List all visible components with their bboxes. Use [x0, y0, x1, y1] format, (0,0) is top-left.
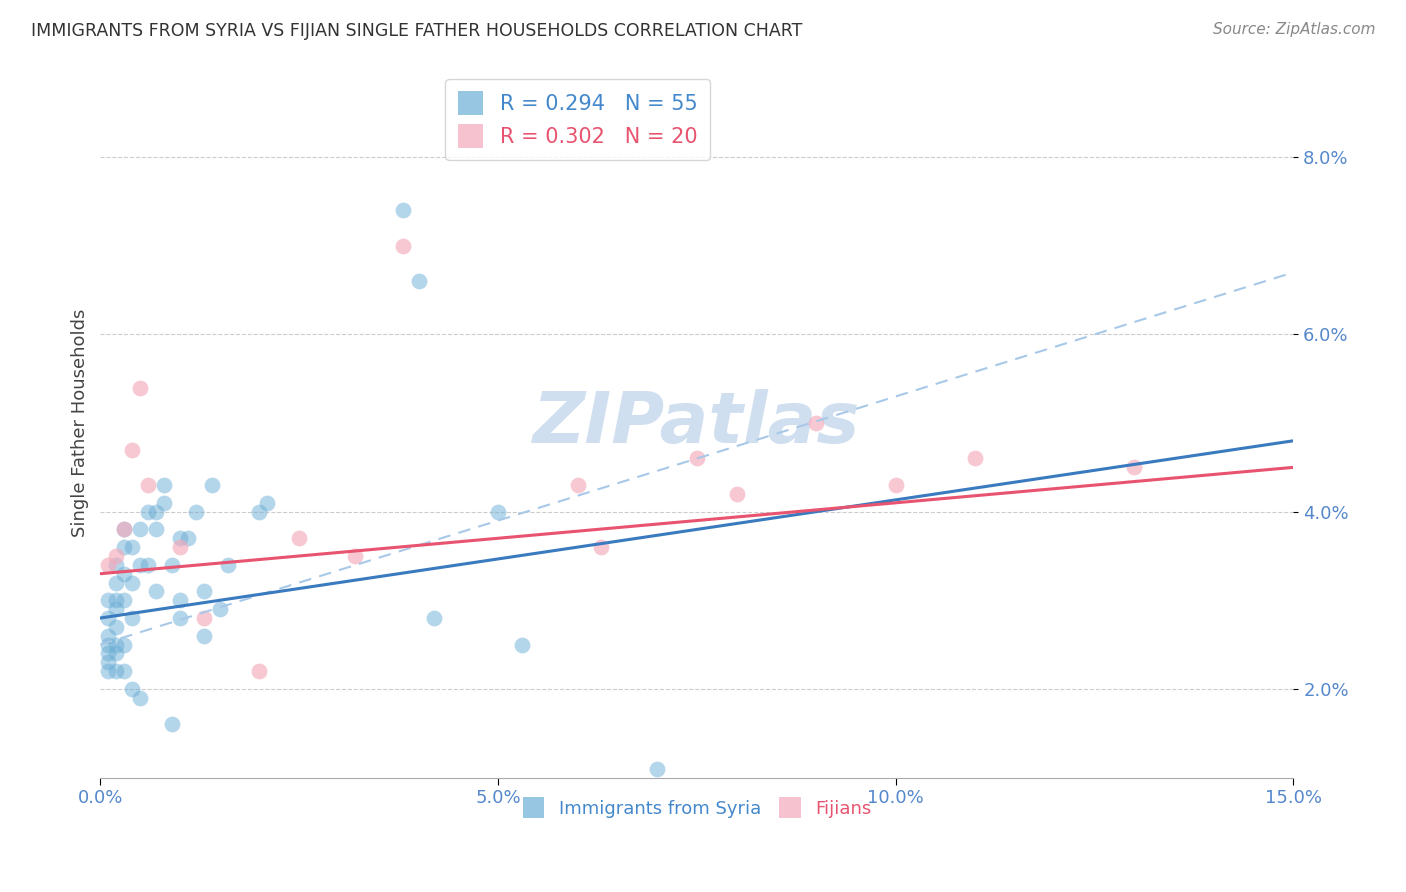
Point — [145, 522, 167, 536]
Point — [965, 451, 987, 466]
Point — [645, 762, 668, 776]
Point — [112, 593, 135, 607]
Y-axis label: Single Father Households: Single Father Households — [72, 309, 89, 537]
Point — [112, 664, 135, 678]
Point — [567, 478, 589, 492]
Point — [249, 505, 271, 519]
Point — [884, 478, 907, 492]
Point — [391, 239, 413, 253]
Point — [105, 638, 128, 652]
Point — [184, 505, 207, 519]
Point — [343, 549, 366, 563]
Point — [153, 478, 176, 492]
Point — [160, 558, 183, 572]
Point — [105, 558, 128, 572]
Point — [391, 203, 413, 218]
Point — [121, 540, 143, 554]
Point — [97, 611, 120, 625]
Point — [208, 602, 231, 616]
Point — [408, 274, 430, 288]
Point — [591, 540, 613, 554]
Text: Source: ZipAtlas.com: Source: ZipAtlas.com — [1212, 22, 1375, 37]
Point — [129, 558, 152, 572]
Point — [169, 593, 191, 607]
Point — [145, 584, 167, 599]
Point — [256, 496, 278, 510]
Point — [288, 531, 311, 545]
Point — [112, 638, 135, 652]
Point — [201, 478, 224, 492]
Point — [112, 566, 135, 581]
Point — [97, 664, 120, 678]
Point — [193, 611, 215, 625]
Point — [105, 602, 128, 616]
Point — [725, 487, 748, 501]
Point — [97, 638, 120, 652]
Text: IMMIGRANTS FROM SYRIA VS FIJIAN SINGLE FATHER HOUSEHOLDS CORRELATION CHART: IMMIGRANTS FROM SYRIA VS FIJIAN SINGLE F… — [31, 22, 803, 40]
Point — [169, 611, 191, 625]
Point — [177, 531, 200, 545]
Point — [121, 442, 143, 457]
Text: ZIPatlas: ZIPatlas — [533, 389, 860, 458]
Point — [160, 717, 183, 731]
Point — [193, 629, 215, 643]
Point — [136, 478, 159, 492]
Point — [105, 575, 128, 590]
Point — [423, 611, 446, 625]
Point — [105, 647, 128, 661]
Point — [112, 540, 135, 554]
Point — [105, 620, 128, 634]
Point — [217, 558, 239, 572]
Point — [105, 593, 128, 607]
Point — [806, 416, 828, 430]
Legend: Immigrants from Syria, Fijians: Immigrants from Syria, Fijians — [516, 790, 879, 825]
Point — [510, 638, 533, 652]
Point — [97, 558, 120, 572]
Point — [97, 656, 120, 670]
Point — [105, 549, 128, 563]
Point — [136, 558, 159, 572]
Point — [97, 647, 120, 661]
Point — [121, 575, 143, 590]
Point — [686, 451, 709, 466]
Point — [105, 664, 128, 678]
Point — [136, 505, 159, 519]
Point — [169, 531, 191, 545]
Point — [169, 540, 191, 554]
Point — [121, 681, 143, 696]
Point — [249, 664, 271, 678]
Point — [112, 522, 135, 536]
Point — [112, 522, 135, 536]
Point — [1123, 460, 1146, 475]
Point — [145, 505, 167, 519]
Point — [121, 611, 143, 625]
Point — [97, 593, 120, 607]
Point — [129, 690, 152, 705]
Point — [193, 584, 215, 599]
Point — [129, 522, 152, 536]
Point — [97, 629, 120, 643]
Point — [153, 496, 176, 510]
Point — [486, 505, 509, 519]
Point — [129, 381, 152, 395]
